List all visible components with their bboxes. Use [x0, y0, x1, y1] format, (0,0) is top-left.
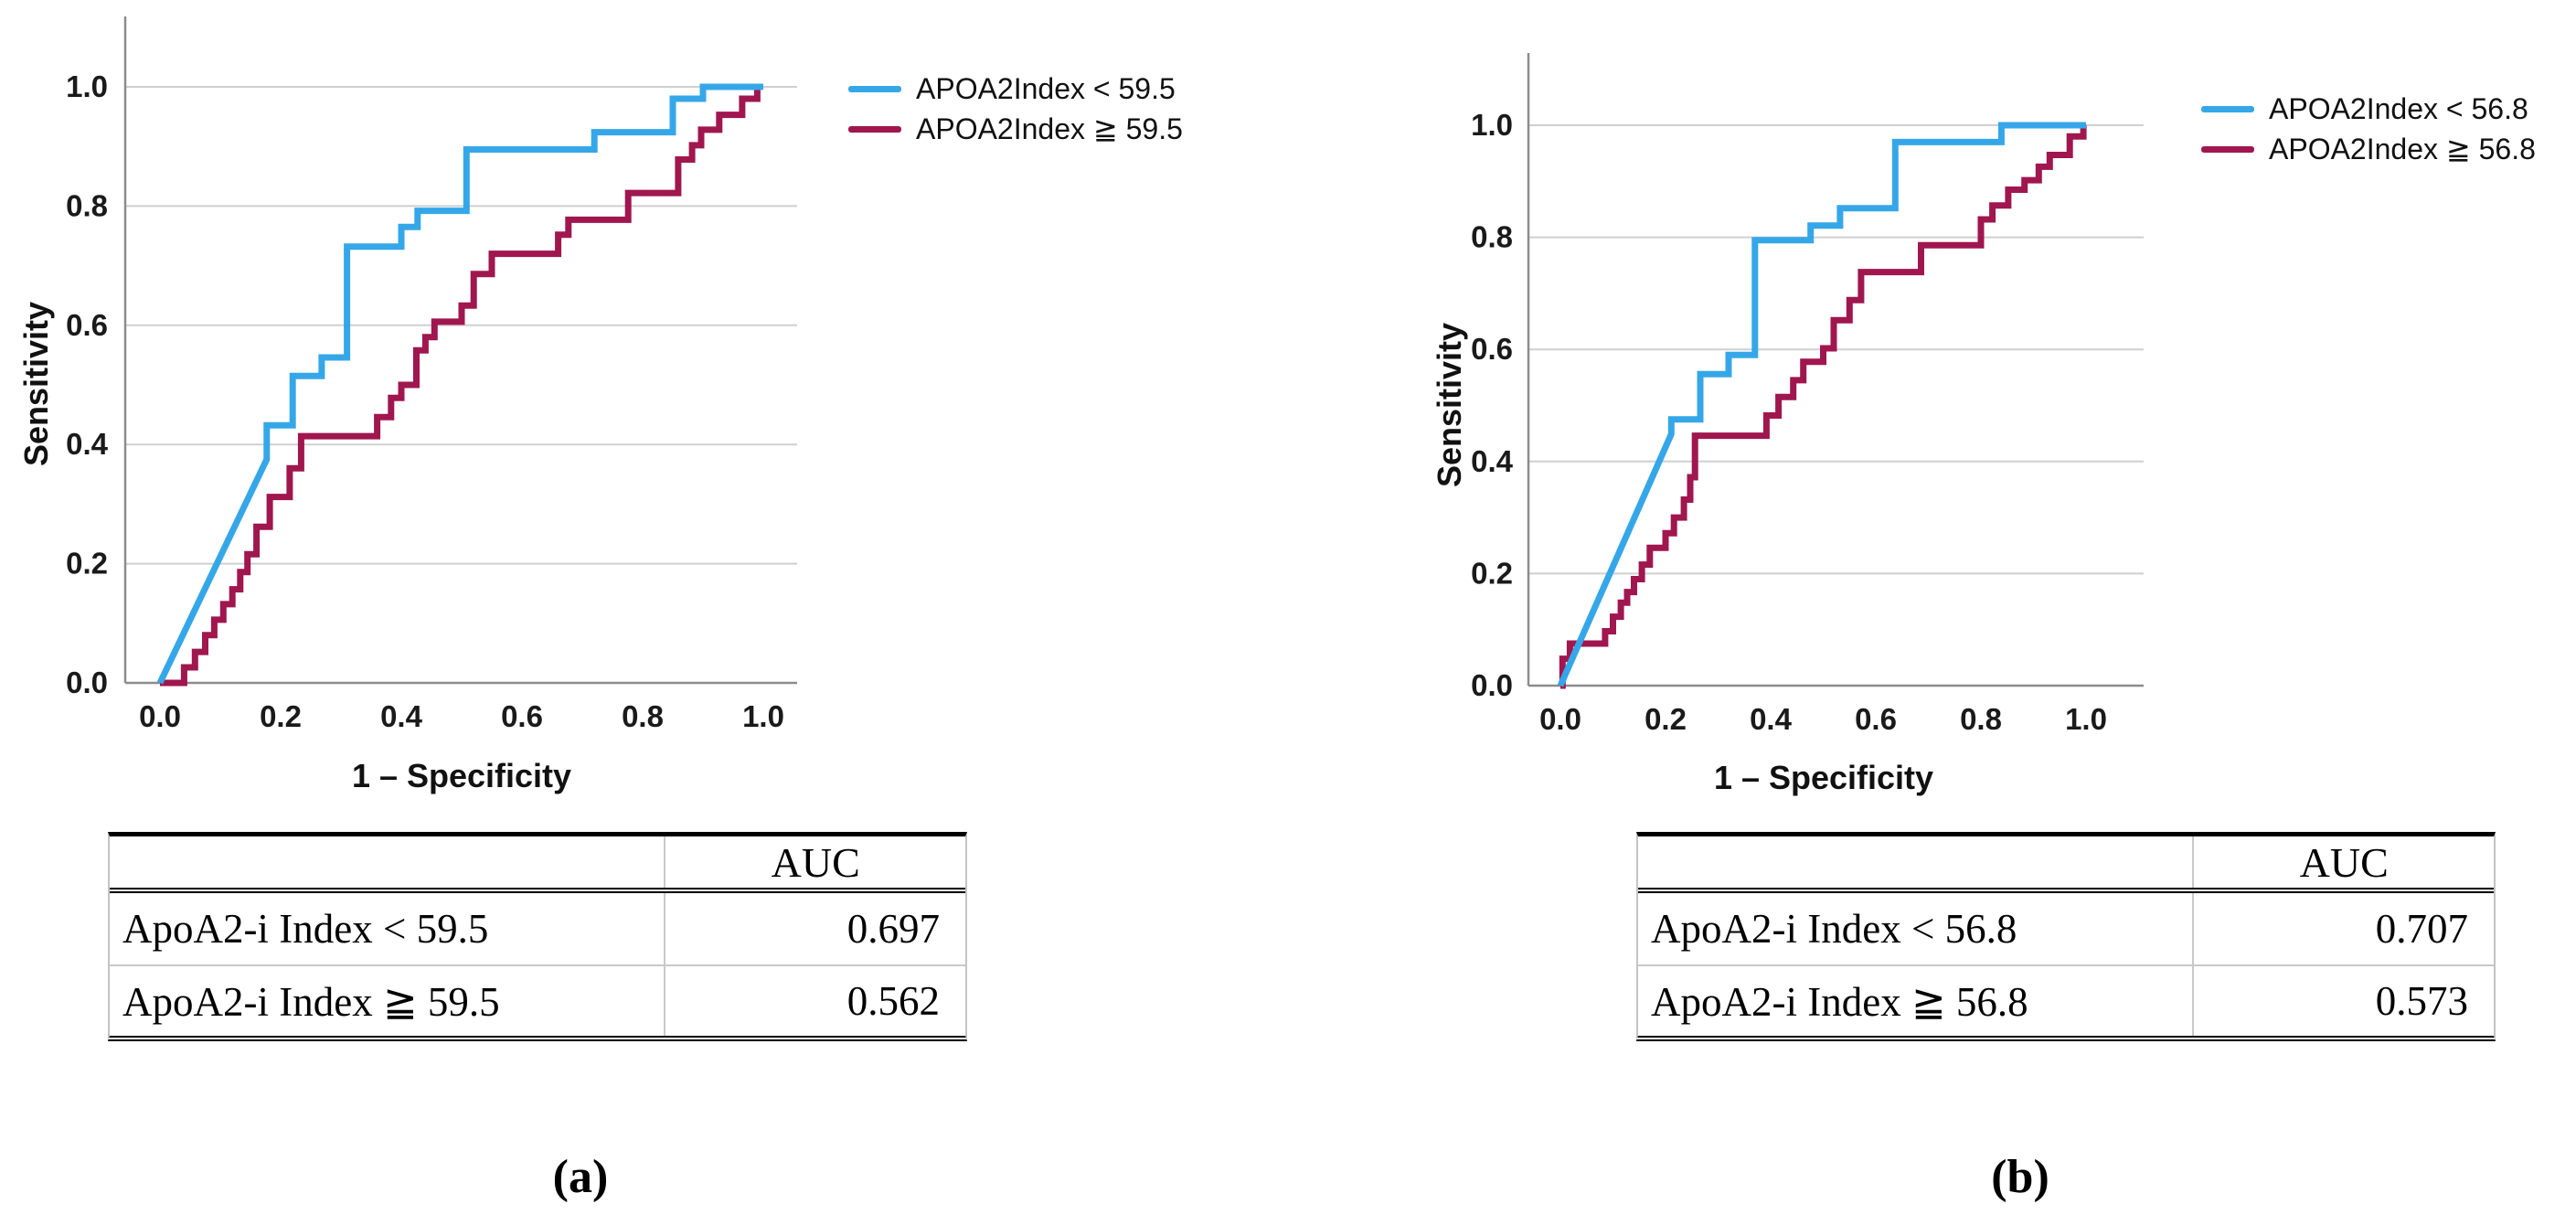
table-cell-label: ApoA2-i Index ≧ 59.5 [110, 966, 666, 1036]
roc-curve-blue [1557, 122, 2086, 687]
x-tick-label: 0.8 [622, 699, 664, 733]
y-tick-label: 1.0 [1471, 108, 1513, 142]
x-tick-label: 0.0 [1539, 702, 1581, 736]
x-tick-label: 0.4 [380, 699, 423, 733]
legend-label: APOA2Index < 56.8 [2269, 91, 2528, 125]
y-tick-label: 0.2 [66, 547, 108, 581]
x-tick-label: 0.6 [501, 699, 543, 733]
x-tick-label: 0.2 [260, 699, 302, 733]
legend-line-swatch-blue [2201, 105, 2254, 112]
x-axis-title-a: 1 – Specificity [351, 757, 572, 794]
legend-line-swatch-blue [848, 85, 901, 92]
roc-plot-a: 0.0 0.2 0.4 0.6 0.8 1.0 0.0 0.2 0.4 0.6 0.8 1.0 [66, 16, 797, 733]
table-cell-label: ApoA2-i Index < 59.5 [110, 893, 666, 964]
y-axis-title-b: Sensitivity [1431, 322, 1468, 488]
table-row: ApoA2-i Index ≧ 59.5 0.562 [110, 964, 965, 1036]
table-cell-value: 0.573 [2375, 978, 2468, 1024]
table-cell-value: 0.562 [846, 978, 940, 1024]
legend-line-swatch-crimson [848, 125, 901, 133]
table-header-cell-empty [1638, 836, 2195, 888]
table-cell-label: ApoA2-i Index < 56.8 [1638, 893, 2195, 964]
y-tick-label: 0.0 [66, 666, 108, 699]
legend-label: APOA2Index ≧ 59.5 [916, 112, 1183, 145]
y-axis-title-a: Sensitivity [17, 301, 55, 467]
y-tick-label: 0.4 [1471, 444, 1514, 478]
y-tick-label: 0.6 [1471, 332, 1513, 366]
table-cell-value: 0.697 [846, 906, 940, 952]
table-row: ApoA2-i Index < 56.8 0.707 [1638, 893, 2494, 964]
y-tick-label: 0.8 [66, 188, 108, 222]
legend-label: APOA2Index ≧ 56.8 [2269, 133, 2536, 165]
legend-line-swatch-crimson [2201, 145, 2254, 153]
panel-caption-b: (b) [1991, 1151, 2049, 1203]
roc-plot-b: 0.0 0.2 0.4 0.6 0.8 1.0 0.0 0.2 0.4 0.6 0.8 1.0 [1471, 53, 2144, 736]
x-tick-label: 0.0 [139, 699, 181, 733]
x-tick-label: 0.8 [1960, 702, 2002, 736]
x-tick-label: 0.6 [1855, 702, 1897, 736]
x-tick-label: 1.0 [2065, 702, 2107, 736]
legend-item: APOA2Index < 56.8 [2201, 91, 2536, 125]
legend-item: APOA2Index < 59.5 [848, 71, 1183, 105]
y-tick-label: 1.0 [66, 69, 108, 103]
table-header-row: AUC [110, 836, 965, 893]
auc-table-a: AUC ApoA2-i Index < 59.5 0.697 ApoA2-i I… [108, 832, 967, 1041]
x-tick-label: 0.4 [1750, 702, 1793, 736]
x-tick-label: 0.2 [1645, 702, 1687, 736]
table-header-cell-auc: AUC [771, 838, 860, 886]
x-axis-title-b: 1 – Specificity [1713, 759, 1934, 796]
y-tick-label: 0.6 [66, 308, 108, 342]
auc-table-b: AUC ApoA2-i Index < 56.8 0.707 ApoA2-i I… [1636, 832, 2496, 1041]
panel-caption-a: (a) [552, 1151, 609, 1203]
roc-curve-blue [156, 83, 763, 685]
legend-item: APOA2Index ≧ 56.8 [2201, 133, 2536, 165]
table-row: ApoA2-i Index < 59.5 0.697 [110, 893, 965, 964]
table-cell-value: 0.707 [2375, 906, 2468, 952]
y-tick-label: 0.2 [1471, 556, 1513, 590]
x-tick-label: 1.0 [742, 699, 784, 733]
legend-item: APOA2Index ≧ 59.5 [848, 112, 1183, 145]
table-row: ApoA2-i Index ≧ 56.8 0.573 [1638, 964, 2494, 1036]
legend-b: APOA2Index < 56.8 APOA2Index ≧ 56.8 [2201, 91, 2536, 165]
y-tick-label: 0.4 [66, 427, 109, 461]
roc-curve-crimson [1559, 122, 2087, 689]
legend-label: APOA2Index < 59.5 [916, 71, 1176, 105]
table-header-row: AUC [1638, 836, 2494, 893]
table-header-cell-empty [110, 836, 666, 888]
table-cell-label: ApoA2-i Index ≧ 56.8 [1638, 966, 2195, 1036]
y-tick-label: 0.0 [1471, 668, 1513, 702]
legend-a: APOA2Index < 59.5 APOA2Index ≧ 59.5 [848, 71, 1183, 145]
y-tick-label: 0.8 [1471, 220, 1513, 254]
table-header-cell-auc: AUC [2299, 838, 2389, 886]
roc-curve-crimson [160, 83, 763, 687]
